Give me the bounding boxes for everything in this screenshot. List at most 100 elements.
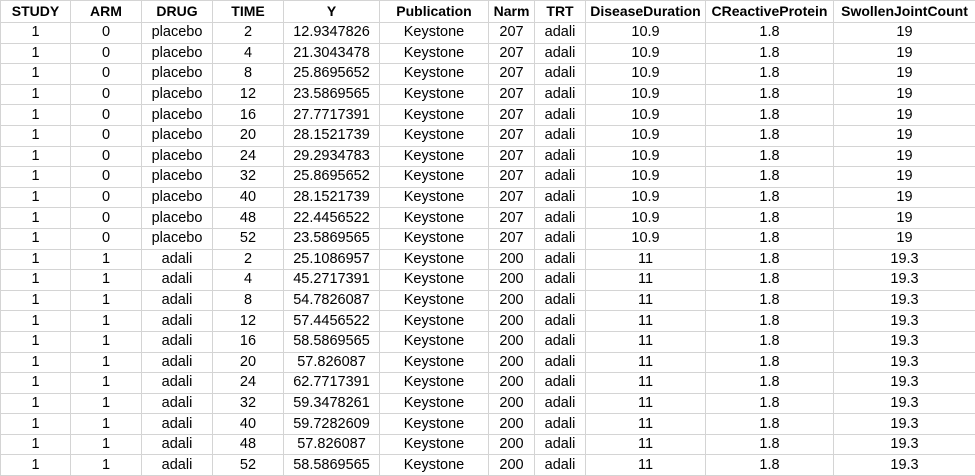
cell-diseaseduration[interactable]: 10.9 (586, 84, 706, 105)
cell-diseaseduration[interactable]: 11 (586, 311, 706, 332)
cell-arm[interactable]: 0 (71, 208, 142, 229)
cell-time[interactable]: 2 (213, 23, 284, 44)
cell-trt[interactable]: adali (535, 84, 586, 105)
cell-narm[interactable]: 200 (489, 373, 535, 394)
cell-trt[interactable]: adali (535, 167, 586, 188)
cell-arm[interactable]: 0 (71, 43, 142, 64)
cell-arm[interactable]: 1 (71, 373, 142, 394)
cell-diseaseduration[interactable]: 10.9 (586, 105, 706, 126)
cell-swollenjointcount[interactable]: 19 (834, 64, 975, 85)
cell-study[interactable]: 1 (1, 146, 71, 167)
column-header-creactiveprotein[interactable]: CReactiveProtein (706, 1, 834, 23)
cell-publication[interactable]: Keystone (380, 105, 489, 126)
cell-drug[interactable]: placebo (142, 187, 213, 208)
cell-drug[interactable]: adali (142, 393, 213, 414)
cell-publication[interactable]: Keystone (380, 373, 489, 394)
cell-narm[interactable]: 207 (489, 64, 535, 85)
cell-arm[interactable]: 1 (71, 434, 142, 455)
cell-publication[interactable]: Keystone (380, 167, 489, 188)
cell-creactiveprotein[interactable]: 1.8 (706, 23, 834, 44)
cell-diseaseduration[interactable]: 11 (586, 331, 706, 352)
cell-arm[interactable]: 1 (71, 270, 142, 291)
cell-y[interactable]: 57.826087 (284, 352, 380, 373)
column-header-arm[interactable]: ARM (71, 1, 142, 23)
cell-arm[interactable]: 1 (71, 290, 142, 311)
cell-arm[interactable]: 1 (71, 331, 142, 352)
cell-trt[interactable]: adali (535, 352, 586, 373)
cell-y[interactable]: 29.2934783 (284, 146, 380, 167)
cell-study[interactable]: 1 (1, 167, 71, 188)
cell-creactiveprotein[interactable]: 1.8 (706, 64, 834, 85)
cell-trt[interactable]: adali (535, 105, 586, 126)
cell-drug[interactable]: adali (142, 270, 213, 291)
cell-narm[interactable]: 207 (489, 146, 535, 167)
cell-study[interactable]: 1 (1, 125, 71, 146)
cell-publication[interactable]: Keystone (380, 84, 489, 105)
cell-time[interactable]: 4 (213, 43, 284, 64)
cell-publication[interactable]: Keystone (380, 270, 489, 291)
cell-drug[interactable]: placebo (142, 64, 213, 85)
cell-publication[interactable]: Keystone (380, 208, 489, 229)
cell-time[interactable]: 20 (213, 352, 284, 373)
cell-y[interactable]: 23.5869565 (284, 84, 380, 105)
cell-trt[interactable]: adali (535, 43, 586, 64)
cell-y[interactable]: 28.1521739 (284, 125, 380, 146)
cell-drug[interactable]: placebo (142, 146, 213, 167)
cell-y[interactable]: 58.5869565 (284, 331, 380, 352)
cell-swollenjointcount[interactable]: 19 (834, 125, 975, 146)
cell-creactiveprotein[interactable]: 1.8 (706, 270, 834, 291)
cell-diseaseduration[interactable]: 10.9 (586, 125, 706, 146)
cell-diseaseduration[interactable]: 10.9 (586, 43, 706, 64)
cell-study[interactable]: 1 (1, 434, 71, 455)
cell-trt[interactable]: adali (535, 414, 586, 435)
cell-diseaseduration[interactable]: 11 (586, 270, 706, 291)
cell-trt[interactable]: adali (535, 187, 586, 208)
cell-narm[interactable]: 200 (489, 414, 535, 435)
cell-trt[interactable]: adali (535, 249, 586, 270)
cell-diseaseduration[interactable]: 10.9 (586, 208, 706, 229)
cell-publication[interactable]: Keystone (380, 228, 489, 249)
cell-trt[interactable]: adali (535, 393, 586, 414)
cell-publication[interactable]: Keystone (380, 187, 489, 208)
cell-diseaseduration[interactable]: 10.9 (586, 167, 706, 188)
cell-narm[interactable]: 200 (489, 311, 535, 332)
cell-trt[interactable]: adali (535, 228, 586, 249)
cell-y[interactable]: 57.826087 (284, 434, 380, 455)
cell-drug[interactable]: adali (142, 331, 213, 352)
cell-publication[interactable]: Keystone (380, 414, 489, 435)
cell-diseaseduration[interactable]: 10.9 (586, 64, 706, 85)
cell-swollenjointcount[interactable]: 19.3 (834, 352, 975, 373)
cell-drug[interactable]: adali (142, 434, 213, 455)
cell-arm[interactable]: 0 (71, 105, 142, 126)
cell-trt[interactable]: adali (535, 270, 586, 291)
cell-drug[interactable]: placebo (142, 125, 213, 146)
cell-narm[interactable]: 207 (489, 228, 535, 249)
cell-y[interactable]: 27.7717391 (284, 105, 380, 126)
cell-arm[interactable]: 1 (71, 455, 142, 476)
cell-publication[interactable]: Keystone (380, 393, 489, 414)
cell-drug[interactable]: adali (142, 455, 213, 476)
cell-arm[interactable]: 0 (71, 167, 142, 188)
cell-narm[interactable]: 200 (489, 249, 535, 270)
cell-study[interactable]: 1 (1, 290, 71, 311)
cell-narm[interactable]: 200 (489, 393, 535, 414)
cell-publication[interactable]: Keystone (380, 290, 489, 311)
cell-y[interactable]: 22.4456522 (284, 208, 380, 229)
cell-trt[interactable]: adali (535, 125, 586, 146)
cell-time[interactable]: 32 (213, 393, 284, 414)
cell-swollenjointcount[interactable]: 19 (834, 43, 975, 64)
cell-y[interactable]: 62.7717391 (284, 373, 380, 394)
cell-swollenjointcount[interactable]: 19.3 (834, 434, 975, 455)
cell-diseaseduration[interactable]: 10.9 (586, 23, 706, 44)
cell-narm[interactable]: 207 (489, 105, 535, 126)
cell-narm[interactable]: 207 (489, 43, 535, 64)
cell-swollenjointcount[interactable]: 19 (834, 105, 975, 126)
cell-swollenjointcount[interactable]: 19.3 (834, 249, 975, 270)
cell-y[interactable]: 28.1521739 (284, 187, 380, 208)
cell-arm[interactable]: 0 (71, 125, 142, 146)
column-header-study[interactable]: STUDY (1, 1, 71, 23)
cell-trt[interactable]: adali (535, 64, 586, 85)
cell-time[interactable]: 24 (213, 373, 284, 394)
cell-study[interactable]: 1 (1, 84, 71, 105)
cell-creactiveprotein[interactable]: 1.8 (706, 249, 834, 270)
